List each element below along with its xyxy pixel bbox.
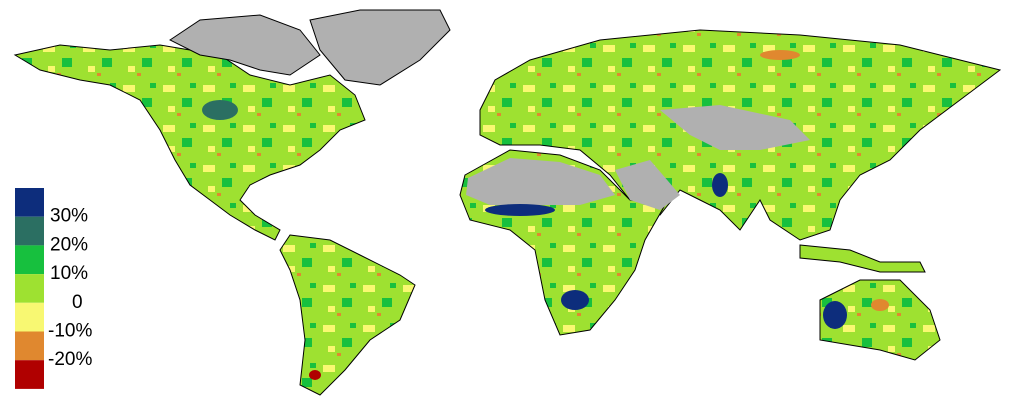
- arctic-islands: [169, 14, 321, 76]
- legend-swatch: [15, 331, 44, 361]
- wet-patch: [485, 204, 555, 216]
- legend-swatch: [15, 188, 44, 217]
- wet-patch: [712, 173, 728, 197]
- south-america: [279, 234, 416, 396]
- legend-swatch: [15, 360, 44, 389]
- legend-label: -10%: [48, 321, 92, 342]
- legend: 30% 20% 10% 0 -10% -20%: [15, 188, 92, 389]
- legend-swatch: [15, 274, 44, 303]
- wet-patch: [823, 301, 847, 329]
- australia: [819, 279, 941, 361]
- southeast-asia-islands: [799, 244, 926, 273]
- central-asia-desert: [660, 105, 810, 150]
- legend-label: 20%: [50, 234, 88, 255]
- legend-label: 30%: [50, 206, 88, 227]
- wet-patch: [202, 100, 238, 120]
- legend-label: 10%: [50, 263, 88, 284]
- legend-label: 0: [72, 292, 83, 313]
- dry-patch: [309, 370, 321, 380]
- legend-swatch: [15, 302, 44, 332]
- dry-patch: [760, 50, 800, 60]
- land-masses: [13, 9, 1002, 396]
- north-america: [13, 44, 366, 241]
- arabia: [615, 160, 680, 210]
- greenland: [309, 9, 451, 86]
- sahara: [466, 158, 615, 205]
- legend-swatch: [15, 245, 44, 275]
- wet-patch: [561, 290, 589, 310]
- dry-patch: [871, 299, 889, 311]
- legend-swatch: [15, 216, 44, 246]
- legend-label: -20%: [48, 349, 92, 370]
